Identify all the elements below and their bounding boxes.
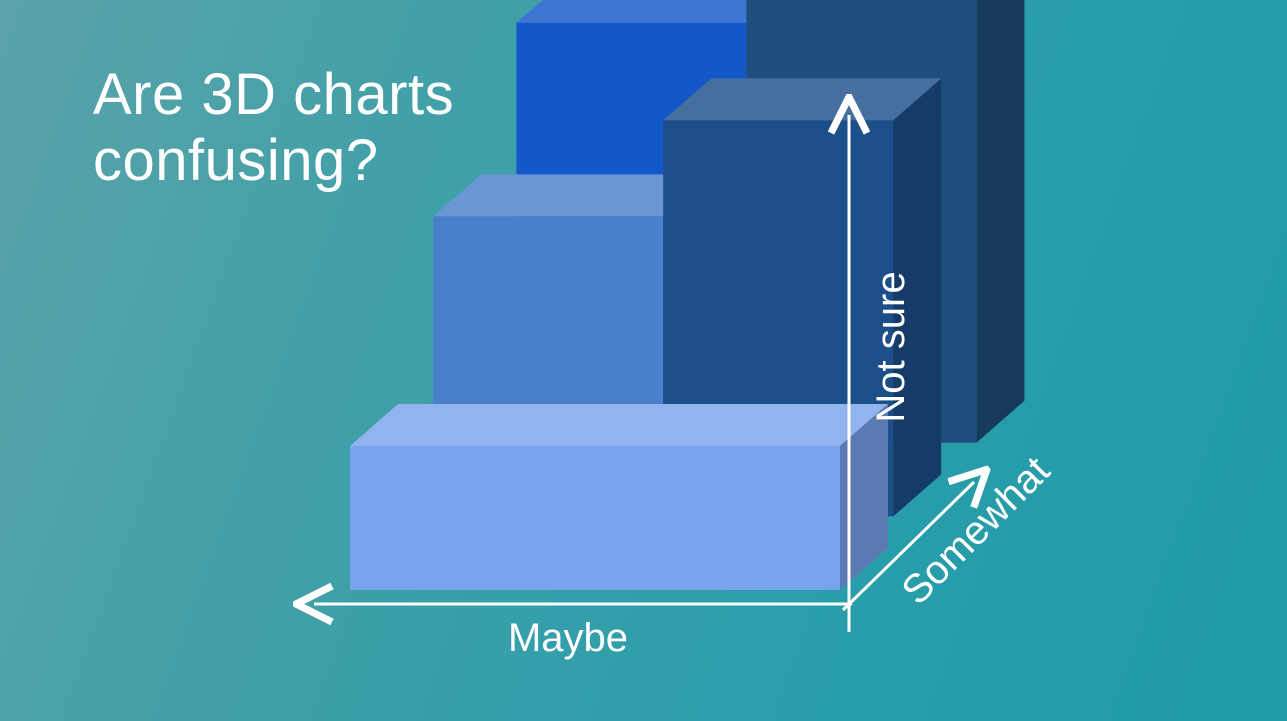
- bar-front-face: [350, 446, 840, 590]
- bar-side-face: [840, 404, 888, 590]
- bar-top-face: [663, 78, 942, 121]
- bar-side-face: [893, 78, 942, 517]
- bar-side-face: [976, 0, 1025, 443]
- z-axis-line: [841, 482, 974, 612]
- bar-top-face: [516, 0, 773, 23]
- slide-title: Are 3D charts confusing?: [93, 62, 455, 193]
- bar-top-face: [433, 174, 712, 217]
- axes-group: [314, 115, 974, 632]
- blocks-group: [350, 0, 1025, 590]
- bar-block-front-full: [350, 404, 888, 590]
- x-axis-label: Maybe: [508, 616, 628, 660]
- y-axis-label: Not sure: [869, 271, 913, 422]
- bar-top-face: [350, 404, 888, 446]
